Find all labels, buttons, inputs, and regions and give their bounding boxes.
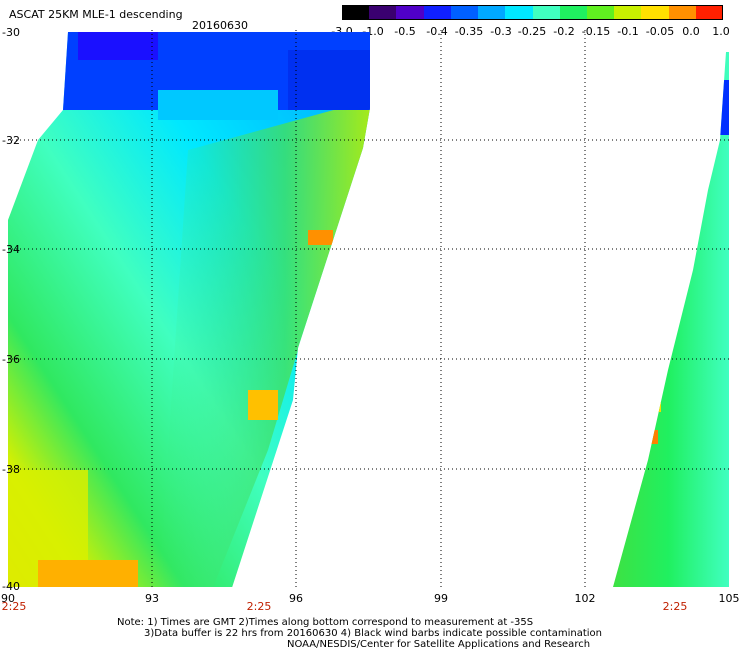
lon-label: 93	[145, 592, 159, 605]
color-scale-swatch	[587, 5, 614, 20]
color-scale-label: -0.05	[645, 25, 675, 38]
color-scale-bar	[342, 5, 723, 20]
swath-time-label: 2:25	[1, 600, 27, 613]
color-scale-label: -0.3	[490, 25, 512, 38]
lat-label: -30	[2, 26, 20, 39]
footnote-line-1: Note: 1) Times are GMT 2)Times along bot…	[117, 617, 534, 628]
color-scale-swatch	[369, 5, 396, 20]
swath-time-label: 2:25	[246, 600, 272, 613]
color-scale-swatch	[396, 5, 424, 20]
product-title: ASCAT 25KM MLE-1 descending	[9, 8, 183, 21]
lon-label: 105	[718, 592, 740, 605]
swath-right	[613, 52, 729, 587]
color-scale-label: -0.1	[617, 25, 639, 38]
color-scale-label: -0.4	[426, 25, 448, 38]
color-scale-label: 0.0	[682, 25, 700, 38]
lat-label: -36	[2, 353, 20, 366]
color-scale-swatch	[560, 5, 587, 20]
color-scale-swatch	[478, 5, 505, 20]
lat-label: -40	[2, 580, 20, 593]
swath-left	[8, 32, 370, 587]
color-scale-label: -0.2	[553, 25, 575, 38]
footnote-credit: NOAA/NESDIS/Center for Satellite Applica…	[287, 639, 591, 650]
lon-label: 96	[289, 592, 303, 605]
lon-label: 99	[434, 592, 448, 605]
lon-label: 102	[574, 592, 596, 605]
swath-map	[8, 30, 729, 587]
map-gridlines	[8, 30, 729, 587]
swath-time-label: 2:25	[662, 600, 688, 613]
color-scale-swatch	[533, 5, 560, 20]
color-scale-label: 1.0	[712, 25, 730, 38]
lat-label: -38	[2, 463, 20, 476]
color-scale-swatch	[641, 5, 669, 20]
footnote-line-2: 3)Data buffer is 22 hrs from 20160630 4)…	[144, 628, 602, 639]
lat-label: -32	[2, 134, 20, 147]
color-scale-swatches	[342, 5, 723, 20]
color-scale-label: -0.15	[581, 25, 611, 38]
color-scale-swatch	[451, 5, 478, 20]
color-scale-label: -0.5	[394, 25, 416, 38]
color-scale-swatch	[669, 5, 696, 20]
color-scale-swatch	[696, 5, 723, 20]
color-scale-swatch	[424, 5, 451, 20]
color-scale-label: -0.25	[517, 25, 547, 38]
color-scale-label: -0.35	[454, 25, 484, 38]
color-scale-swatch	[505, 5, 533, 20]
color-scale-swatch	[614, 5, 641, 20]
lat-label: -34	[2, 243, 20, 256]
lon-label: 90	[1, 592, 15, 605]
product-date: 20160630	[192, 19, 248, 32]
color-scale-swatch	[342, 5, 369, 20]
